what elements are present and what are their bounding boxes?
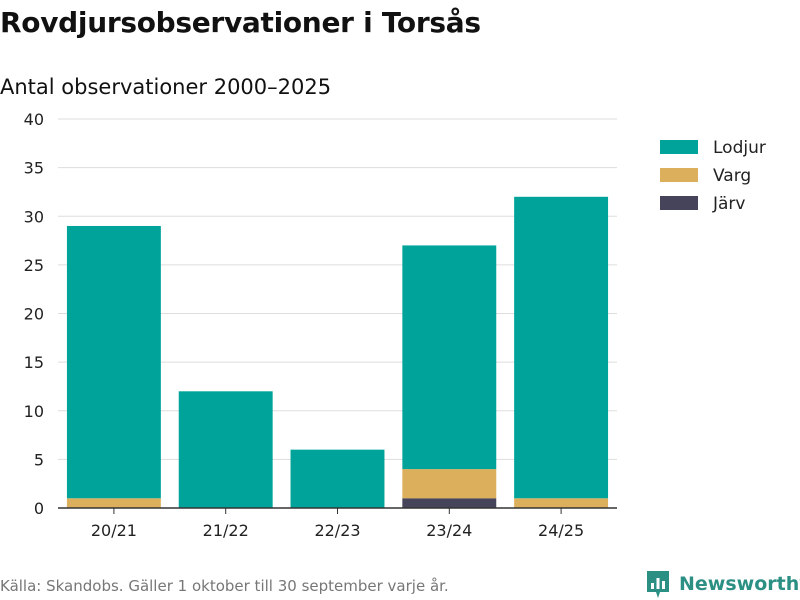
legend-label: Lodjur — [713, 138, 766, 158]
y-tick-label: 25 — [24, 256, 44, 275]
legend-swatch — [660, 168, 698, 182]
bar-segment — [402, 469, 497, 499]
y-tick-label: 40 — [24, 110, 44, 129]
y-tick-label: 15 — [24, 353, 44, 372]
bar-segment — [514, 196, 609, 499]
x-tick-label: 22/23 — [314, 521, 360, 540]
y-tick-label: 0 — [34, 499, 44, 518]
x-tick-label: 24/25 — [538, 521, 584, 540]
legend-label: Varg — [713, 166, 751, 186]
bar-segment — [178, 391, 273, 508]
bar-segment — [290, 449, 385, 508]
x-tick-label: 20/21 — [91, 521, 137, 540]
chart-subtitle: Antal observationer 2000–2025 — [0, 75, 332, 99]
bar-segment — [402, 498, 497, 508]
source-footnote: Källa: Skandobs. Gäller 1 oktober till 3… — [0, 577, 449, 595]
legend-swatch — [660, 196, 698, 210]
y-tick-label: 10 — [24, 402, 44, 421]
chart-title: Rovdjursobservationer i Torsås — [0, 6, 481, 39]
newsworthy-logo-icon — [647, 571, 669, 598]
newsworthy-brand[interactable]: Newsworthy — [645, 569, 800, 599]
legend-swatch — [660, 140, 698, 154]
x-tick-label: 21/22 — [203, 521, 249, 540]
bars — [66, 196, 609, 508]
x-axis-ticks: 20/21 21/22 22/23 23/24 24/25 — [58, 507, 617, 540]
x-tick-label: 23/24 — [426, 521, 472, 540]
legend: Lodjur Varg Järv — [660, 138, 766, 214]
legend-label: Järv — [712, 194, 745, 214]
bar-segment — [402, 245, 497, 470]
bar-segment — [66, 498, 161, 508]
y-tick-label: 30 — [24, 207, 44, 226]
y-tick-label: 35 — [24, 159, 44, 178]
bar-segment — [66, 225, 161, 499]
y-tick-label: 5 — [34, 450, 44, 469]
bar-segment — [514, 498, 609, 508]
brand-name: Newsworthy — [679, 573, 800, 595]
y-tick-label: 20 — [24, 305, 44, 324]
y-axis-ticks: 0 5 10 15 20 25 30 35 40 — [24, 110, 44, 518]
